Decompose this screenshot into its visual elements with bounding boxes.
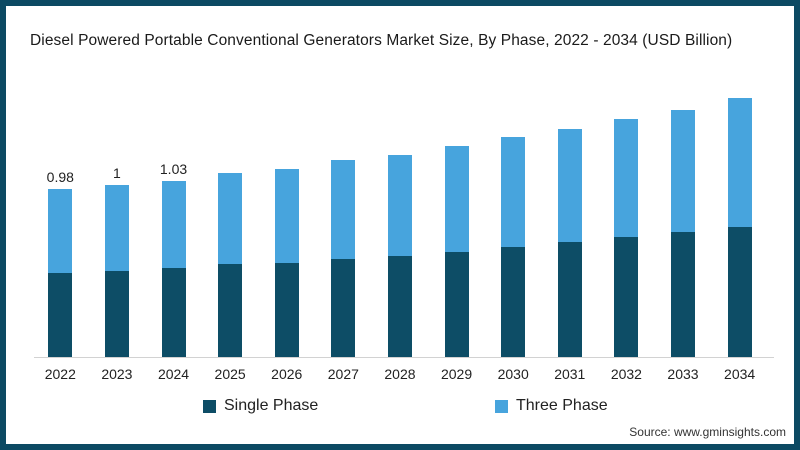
bar-2025-three-phase-segment — [218, 173, 243, 264]
bar-2024-three-phase-segment — [161, 181, 186, 268]
bar-group-2028 — [372, 66, 429, 357]
bar-2033-single-phase-segment — [671, 232, 695, 357]
x-axis-label-2031: 2031 — [554, 366, 586, 382]
legend-label-three-phase: Three Phase — [516, 397, 608, 414]
bar-2034-single-phase-segment — [727, 227, 752, 357]
bar-group-2022: 0.98 — [32, 66, 89, 357]
legend-label-single-phase: Single Phase — [224, 397, 319, 414]
bar-2022 — [48, 189, 73, 357]
bar-total-label-2022: 0.98 — [46, 169, 74, 185]
bar-2028-single-phase-segment — [387, 256, 412, 357]
single-phase-swatch-icon — [203, 399, 216, 413]
bar-2027-three-phase-segment — [331, 160, 356, 259]
bar-2023 — [104, 185, 129, 357]
x-axis-label-2029: 2029 — [440, 366, 473, 382]
x-axis-label-2032: 2032 — [610, 366, 642, 382]
bar-2030-single-phase-segment — [501, 247, 526, 357]
bar-2027 — [331, 160, 356, 357]
bar-2031 — [557, 129, 582, 357]
bar-2024 — [161, 181, 186, 357]
bar-2026-single-phase-segment — [274, 263, 299, 357]
bar-group-2023: 1 — [89, 66, 146, 357]
x-axis-label-2034: 2034 — [724, 366, 756, 382]
x-axis-label-2030: 2030 — [497, 366, 529, 382]
bar-2029 — [444, 146, 469, 357]
bar-group-2034 — [711, 66, 768, 357]
bar-2026-three-phase-segment — [274, 169, 299, 263]
source-attribution: Source: www.gminsights.com — [629, 425, 786, 439]
bar-2022-three-phase-segment — [48, 189, 73, 273]
chart-title: Diesel Powered Portable Conventional Gen… — [30, 32, 733, 49]
bar-2029-single-phase-segment — [444, 252, 469, 357]
bar-group-2027 — [315, 66, 372, 357]
bar-2026 — [274, 169, 299, 357]
bar-2034-three-phase-segment — [727, 98, 752, 227]
bar-group-2031 — [541, 66, 598, 357]
x-axis-label-2022: 2022 — [44, 366, 76, 382]
bar-group-2024: 1.03 — [145, 66, 202, 357]
bar-2029-three-phase-segment — [444, 146, 469, 252]
bar-2033 — [671, 110, 695, 357]
bar-2027-single-phase-segment — [331, 259, 356, 357]
x-axis-label-2025: 2025 — [214, 366, 246, 382]
x-axis-label-2027: 2027 — [327, 366, 359, 382]
x-axis-label-2023: 2023 — [101, 366, 133, 382]
legend-item-three-phase: Three Phase — [495, 397, 608, 415]
bar-2030 — [501, 137, 526, 357]
bar-group-2026 — [258, 66, 315, 357]
bar-total-label-2024: 1.03 — [159, 161, 188, 177]
bar-group-2032 — [598, 66, 655, 357]
bar-2028 — [387, 155, 412, 357]
bar-group-2033 — [655, 66, 712, 357]
bar-2032-single-phase-segment — [614, 237, 639, 357]
bar-group-2030 — [485, 66, 542, 357]
bar-2030-three-phase-segment — [501, 137, 526, 247]
bar-2028-three-phase-segment — [387, 155, 412, 256]
three-phase-swatch-icon — [495, 399, 508, 413]
bar-group-2025 — [202, 66, 259, 357]
bar-2024-single-phase-segment — [161, 268, 186, 357]
bar-2032-three-phase-segment — [614, 119, 639, 237]
x-axis-label-2024: 2024 — [157, 366, 190, 382]
bar-group-2029 — [428, 66, 485, 357]
bar-2025-single-phase-segment — [218, 264, 243, 357]
bar-2023-single-phase-segment — [104, 271, 129, 357]
bar-2034 — [727, 98, 752, 357]
bar-total-label-2023: 1 — [113, 165, 121, 181]
bar-2032 — [614, 119, 639, 357]
x-axis-labels: 2022 2023 2024 2025 2026 2027 2028 2029 2030 2031… — [32, 366, 768, 382]
bar-2033-three-phase-segment — [671, 110, 695, 232]
bar-2023-three-phase-segment — [104, 185, 129, 271]
x-axis-label-2033: 2033 — [667, 366, 699, 382]
x-axis-label-2028: 2028 — [384, 366, 416, 382]
x-axis-label-2026: 2026 — [271, 366, 303, 382]
bar-2022-single-phase-segment — [48, 273, 73, 357]
x-axis-line — [34, 357, 774, 358]
plot-area: 0.98 1 1.03 — [32, 66, 768, 357]
bar-2031-three-phase-segment — [557, 129, 582, 242]
bar-2031-single-phase-segment — [557, 242, 582, 357]
bar-2025 — [218, 173, 243, 357]
legend-item-single-phase: Single Phase — [203, 397, 318, 415]
legend: Single Phase Three Phase — [6, 397, 794, 419]
